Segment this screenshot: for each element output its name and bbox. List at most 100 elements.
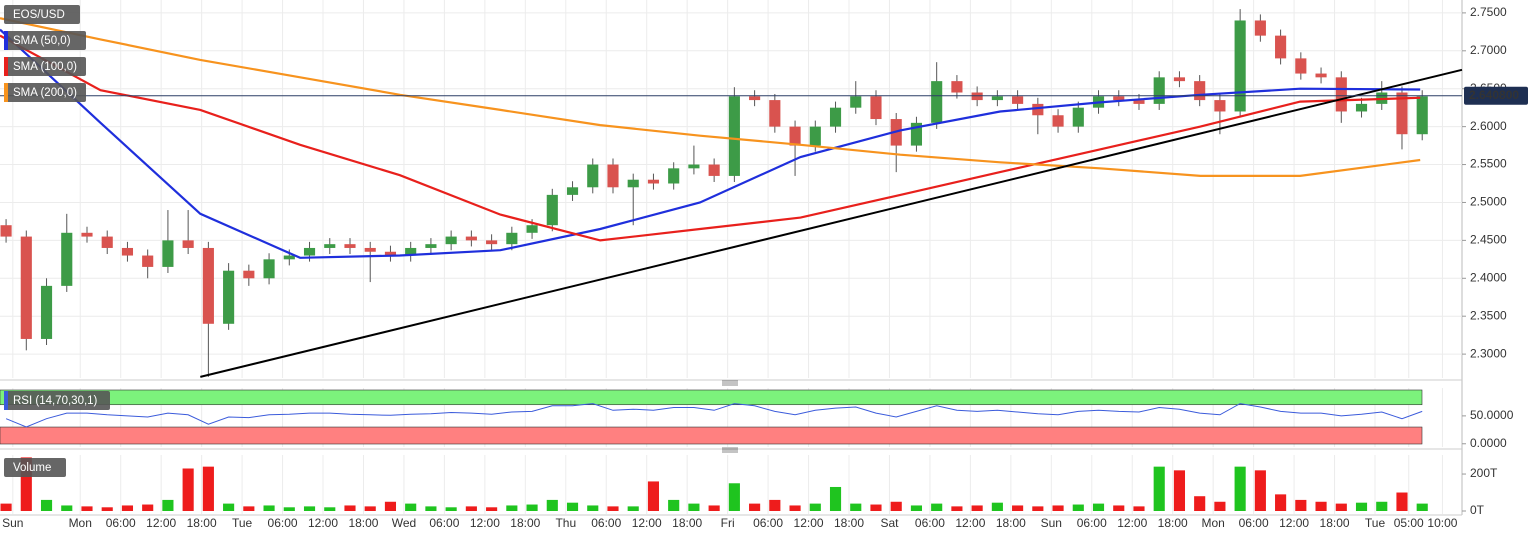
x-tick-label: 18:00 [1320,516,1350,530]
volume-bar [1072,504,1084,511]
candle-body [850,96,862,108]
volume-bar [364,506,376,511]
candle-body [809,126,821,146]
volume-bar [647,481,660,511]
candle-body [425,244,437,248]
y-tick-label: 2.3500 [1470,308,1507,322]
volume-bar [20,457,32,511]
legend-box [4,391,110,410]
volume-bar [1234,466,1246,511]
volume-bar [890,501,902,511]
legend-label: RSI (14,70,30,1) [13,395,98,407]
x-tick-label: 06:00 [1077,516,1107,530]
volume-bar [61,505,73,511]
volume-bar [688,503,700,511]
candle-body [101,236,113,248]
candle-body [1194,81,1206,101]
y-tick-label: 2.5500 [1470,157,1507,171]
candle-body [829,107,842,127]
candle-body [344,244,356,248]
candle-body [749,96,761,101]
volume-bar [283,507,295,511]
volume-bar [303,506,316,511]
sma-line [0,34,1421,242]
candle-body [1173,77,1186,82]
volume-bar [81,506,93,511]
rsi-oversold-band [0,426,1423,445]
volume-bar [243,506,255,511]
candle-body [486,240,498,245]
candle-body [384,251,397,256]
volume-bar [1133,506,1145,511]
candle-body [991,96,1003,101]
volume-bar [384,501,397,511]
candle-body [1072,107,1084,127]
volume-bar [951,506,963,511]
volume-bar [1275,494,1287,511]
candle-body [1153,77,1165,104]
candle-body [142,255,154,267]
candle-body [951,81,963,93]
trendline [200,68,1463,378]
legend-swatch [4,83,8,102]
candle-body [627,179,639,188]
y-tick-label: 2.7000 [1470,43,1507,57]
candle-body [728,96,740,176]
legend-swatch [4,57,8,76]
volume-bar [506,505,518,511]
resize-handle[interactable] [722,380,738,386]
volume-bar [1376,501,1388,511]
volume-bar [1032,506,1044,511]
volume-bar [1194,496,1206,511]
x-tick-label: Sun [2,516,23,530]
volume-bar [202,466,214,511]
volume-bar [850,503,862,511]
volume-bar [829,486,842,511]
volume-bar [486,507,498,511]
last-price-label: 2.640800 [1469,88,1519,102]
candle-body [910,122,923,146]
candle-body [789,126,801,146]
volume-bar [1254,470,1266,511]
candle-body [1234,20,1246,112]
volume-bar [1355,502,1368,511]
rsi-overbought-band [0,389,1423,406]
candle-body [688,164,700,169]
candle-body [283,255,295,260]
x-tick-label: 06:00 [591,516,621,530]
candle-body [223,270,235,324]
volume-bar [789,505,801,511]
x-tick-label: Sat [880,516,899,530]
volume-bar [465,506,477,511]
candle-body [971,92,983,101]
x-tick-label: Tue [1365,516,1386,530]
legend-label: SMA (100,0) [13,61,77,73]
resize-handle[interactable] [722,447,738,453]
candle-body [931,81,943,123]
volume-bar [1295,499,1307,511]
volume-bar [182,468,194,511]
candle-body [303,247,316,256]
candle-body [182,240,194,248]
x-tick-label: 18:00 [187,516,217,530]
volume-bar [1214,501,1226,511]
volume-bar [1092,503,1105,511]
x-tick-label: 12:00 [955,516,985,530]
candle-body [202,247,214,324]
volume-bar [566,502,579,511]
volume-bar [121,505,134,511]
candle-body [1214,100,1226,112]
volume-bar [708,505,720,511]
y-tick-label: 2.7500 [1470,5,1507,19]
x-tick-label: 18:00 [1158,516,1188,530]
x-tick-label: 06:00 [106,516,136,530]
y-tick-label: 0.0000 [1470,436,1507,450]
x-tick-label: 18:00 [834,516,864,530]
volume-bar [344,505,356,511]
x-tick-label: 12:00 [470,516,500,530]
volume-bar [405,503,417,511]
last-price-box [1464,86,1528,105]
volume-bar [425,506,437,511]
x-tick-label: Mon [1201,516,1224,530]
y-tick-label: 50.0000 [1470,408,1514,422]
